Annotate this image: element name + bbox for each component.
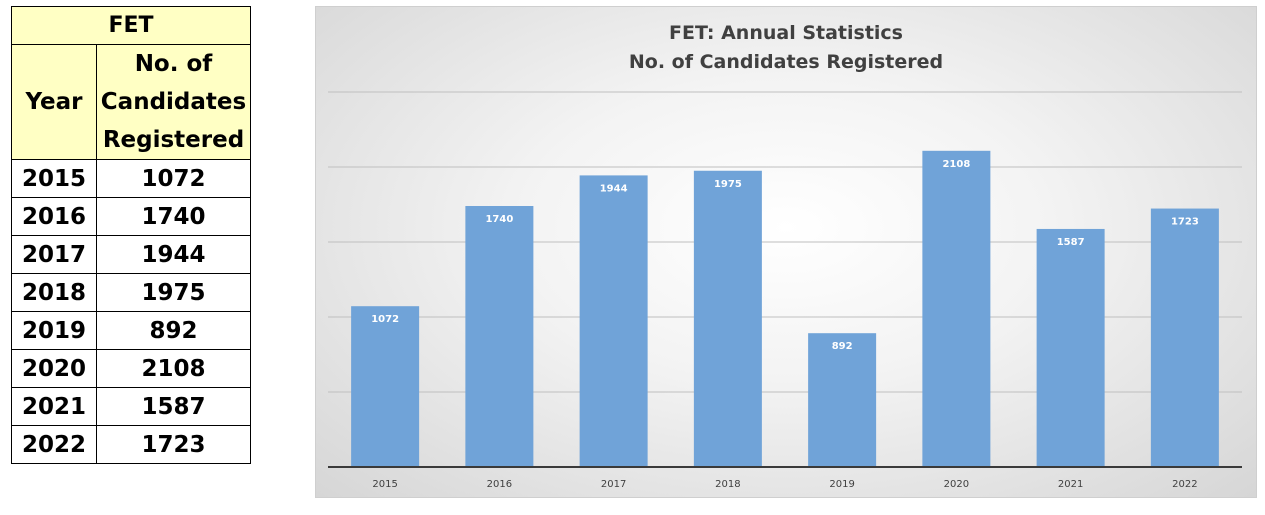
- table-row: 2017 1944: [11, 235, 251, 274]
- year-cell: 2021: [11, 387, 97, 426]
- chart-bar: [1036, 228, 1105, 467]
- value-cell: 1740: [96, 197, 251, 236]
- chart-bar: [579, 175, 648, 467]
- table-row: 2015 1072: [11, 159, 251, 198]
- bar-data-label: 892: [832, 341, 853, 352]
- year-cell: 2017: [11, 235, 97, 274]
- bar-data-label: 1072: [371, 314, 399, 325]
- candidates-header-line: No. of: [134, 51, 213, 77]
- year-cell: 2019: [11, 311, 97, 350]
- value-cell: 1723: [96, 425, 251, 464]
- x-tick-label: 2017: [601, 479, 626, 490]
- x-tick-label: 2022: [1172, 479, 1197, 490]
- bar-data-label: 1587: [1057, 237, 1085, 248]
- year-header: Year: [11, 44, 97, 160]
- table-title: FET: [11, 6, 251, 45]
- value-cell: 1072: [96, 159, 251, 198]
- x-tick-label: 2015: [372, 479, 397, 490]
- candidates-header-line: Registered: [102, 127, 245, 153]
- value-cell: 2108: [96, 349, 251, 388]
- chart-bar: [351, 306, 420, 467]
- table-row: 2021 1587: [11, 387, 251, 426]
- candidates-header-line: Candidates: [100, 89, 247, 115]
- bar-chart: 1072 2015 1740 2016 1944 2017 1975 2018 892 2019 2…: [328, 91, 1242, 490]
- candidates-header: No. of Candidates Registered: [96, 44, 251, 160]
- x-tick-label: 2019: [829, 479, 854, 490]
- bar-data-label: 1975: [714, 179, 742, 190]
- year-cell: 2015: [11, 159, 97, 198]
- table-row: 2020 2108: [11, 349, 251, 388]
- x-tick-label: 2020: [944, 479, 969, 490]
- value-cell: 1944: [96, 235, 251, 274]
- table-row: 2022 1723: [11, 425, 251, 464]
- bar-data-label: 1740: [485, 214, 513, 225]
- chart-subtitle: No. of Candidates Registered: [628, 51, 944, 73]
- chart-panel: FET: Annual Statistics No. of Candidates…: [315, 6, 1257, 498]
- chart-bar: [693, 170, 762, 467]
- chart-bar: [808, 333, 877, 467]
- table-row: 2016 1740: [11, 197, 251, 236]
- table-row: 2018 1975: [11, 273, 251, 312]
- table-row: 2019 892: [11, 311, 251, 350]
- chart-bar: [1150, 208, 1219, 468]
- x-tick-label: 2018: [715, 479, 740, 490]
- bar-data-label: 2108: [942, 159, 970, 170]
- year-cell: 2020: [11, 349, 97, 388]
- x-tick-label: 2021: [1058, 479, 1083, 490]
- value-cell: 892: [96, 311, 251, 350]
- chart-bar: [922, 150, 991, 468]
- x-tick-label: 2016: [487, 479, 512, 490]
- year-cell: 2018: [11, 273, 97, 312]
- bar-data-label: 1944: [600, 183, 628, 194]
- value-cell: 1975: [96, 273, 251, 312]
- value-cell: 1587: [96, 387, 251, 426]
- year-cell: 2022: [11, 425, 97, 464]
- chart-title-block: FET: Annual Statistics No. of Candidates…: [316, 19, 1256, 77]
- bar-data-label: 1723: [1171, 217, 1199, 228]
- year-cell: 2016: [11, 197, 97, 236]
- fet-data-table: FET Year No. of Candidates Registered 20…: [11, 6, 251, 464]
- chart-bar: [465, 206, 534, 467]
- chart-title: FET: Annual Statistics: [669, 22, 903, 44]
